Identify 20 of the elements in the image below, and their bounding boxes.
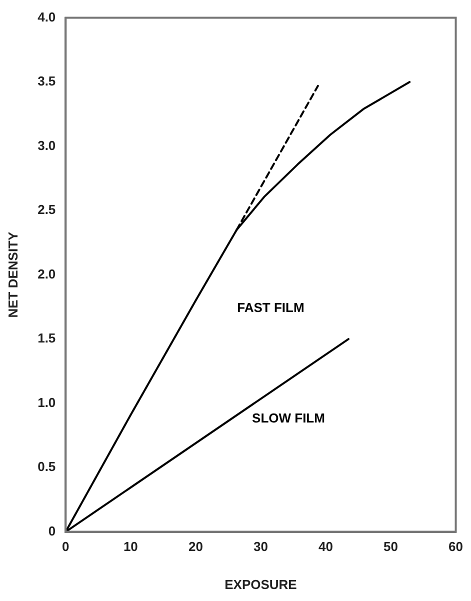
series-label: SLOW FILM bbox=[252, 410, 325, 426]
x-tick-label: 40 bbox=[318, 539, 333, 554]
x-tick-label: 0 bbox=[62, 539, 70, 554]
text: FAST FILM bbox=[237, 300, 304, 316]
x-tick-label: 20 bbox=[188, 539, 203, 554]
y-tick-label: 4.0 bbox=[38, 9, 56, 24]
y-tick-label: 3.5 bbox=[38, 74, 56, 89]
y-tick-label: 0 bbox=[48, 523, 56, 538]
y-tick-label: 1.5 bbox=[38, 330, 56, 346]
y-tick-label: 2.0 bbox=[38, 266, 56, 282]
y-axis-title: NET DENSITY bbox=[5, 232, 20, 318]
y-tick-label: 1.0 bbox=[38, 394, 56, 410]
x-axis-title: EXPOSURE bbox=[224, 576, 298, 592]
x-tick-label: 60 bbox=[448, 539, 464, 554]
y-tick-label: 0.5 bbox=[38, 459, 56, 474]
x-tick-label: 10 bbox=[123, 539, 138, 554]
y-tick-label: 2.5 bbox=[38, 202, 56, 218]
x-tick-label: 50 bbox=[384, 539, 398, 554]
x-tick-label: 30 bbox=[253, 539, 268, 554]
y-tick-label: 3.0 bbox=[38, 138, 56, 153]
